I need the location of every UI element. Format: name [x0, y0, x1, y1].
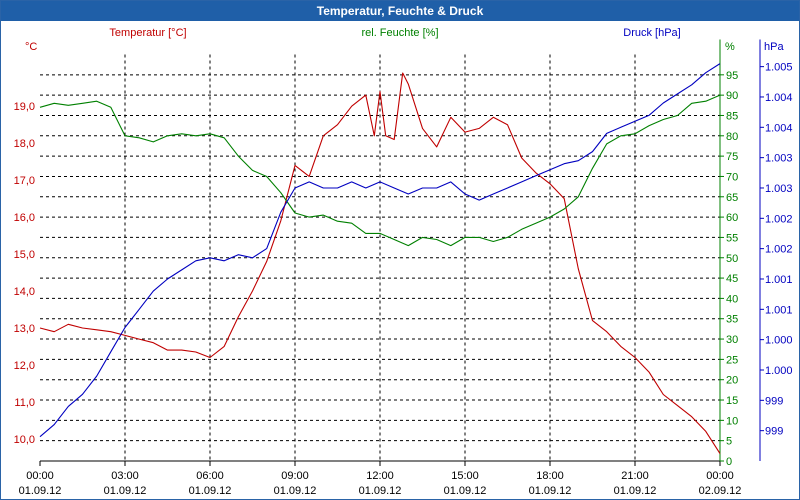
temperature-tick-label: 12,0: [14, 360, 35, 372]
humidity-tick-label: 25: [726, 354, 738, 366]
humidity-tick-label: 30: [726, 334, 738, 346]
humidity-tick-label: 40: [726, 293, 738, 305]
x-tick-date: 01.09.12: [274, 485, 317, 497]
x-tick-time: 18:00: [536, 470, 564, 482]
temperature-tick-label: 19,0: [14, 101, 35, 113]
temperature-tick-label: 16,0: [14, 212, 35, 224]
temperature-tick-label: 13,0: [14, 323, 35, 335]
pressure-tick-label: 1.004: [765, 92, 793, 104]
x-tick-time: 00:00: [26, 470, 54, 482]
pressure-unit-label: hPa: [764, 41, 784, 53]
humidity-tick-label: 90: [726, 90, 738, 102]
grid-lines: [40, 39, 761, 462]
pressure-series-label: Druck [hPa]: [623, 27, 680, 39]
x-tick-date: 01.09.12: [189, 485, 232, 497]
temperature-tick-label: 10,0: [14, 434, 35, 446]
pressure-tick-label: 1.001: [765, 274, 793, 286]
temperature-tick-label: 14,0: [14, 286, 35, 298]
x-tick-date: 01.09.12: [614, 485, 657, 497]
temperature-unit-label: °C: [25, 41, 37, 53]
x-tick-time: 21:00: [621, 470, 649, 482]
x-tick-time: 09:00: [281, 470, 309, 482]
pressure-tick-label: 1.002: [765, 213, 793, 225]
pressure-tick-label: 999: [765, 395, 783, 407]
humidity-tick-label: 45: [726, 273, 738, 285]
x-tick-time: 15:00: [451, 470, 479, 482]
humidity-tick-label: 75: [726, 151, 738, 163]
pressure-tick-label: 1.003: [765, 183, 793, 195]
x-tick-time: 06:00: [196, 470, 224, 482]
x-tick-date: 01.09.12: [19, 485, 62, 497]
humidity-tick-label: 70: [726, 171, 738, 183]
humidity-tick-label: 65: [726, 192, 738, 204]
humidity-tick-label: 5: [726, 436, 732, 448]
humidity-tick-label: 10: [726, 415, 738, 427]
temperature-tick-label: 11,0: [14, 397, 35, 409]
humidity-tick-label: 0: [726, 456, 732, 468]
humidity-tick-label: 20: [726, 375, 738, 387]
humidity-unit-label: %: [725, 41, 735, 53]
x-tick-date: 02.09.12: [699, 485, 742, 497]
pressure-tick-label: 1.000: [765, 365, 793, 377]
pressure-line: [39, 63, 721, 438]
x-tick-time: 03:00: [111, 470, 139, 482]
humidity-tick-label: 60: [726, 212, 738, 224]
humidity-tick-label: 85: [726, 110, 738, 122]
pressure-tick-label: 1.001: [765, 304, 793, 316]
x-tick-date: 01.09.12: [444, 485, 487, 497]
humidity-tick-label: 95: [726, 70, 738, 82]
x-tick-time: 00:00: [706, 470, 734, 482]
x-tick-date: 01.09.12: [529, 485, 572, 497]
humidity-line: [39, 94, 721, 247]
x-tick-date: 01.09.12: [359, 485, 402, 497]
pressure-tick-label: 1.003: [765, 153, 793, 165]
temperature-tick-label: 17,0: [14, 175, 35, 187]
temperature-line: [39, 72, 721, 454]
x-tick-time: 12:00: [366, 470, 394, 482]
pressure-tick-label: 1.004: [765, 122, 793, 134]
temperature-tick-label: 15,0: [14, 249, 35, 261]
humidity-tick-label: 15: [726, 395, 738, 407]
pressure-tick-label: 1.002: [765, 244, 793, 256]
humidity-tick-label: 80: [726, 131, 738, 143]
pressure-tick-label: 1.005: [765, 62, 793, 74]
humidity-tick-label: 35: [726, 314, 738, 326]
axis-labels: °C Temperatur [°C] rel. Feuchte [%] % Dr…: [14, 27, 793, 497]
temperature-series-label: Temperatur [°C]: [109, 27, 186, 39]
humidity-tick-label: 50: [726, 253, 738, 265]
temperature-tick-label: 18,0: [14, 138, 35, 150]
humidity-tick-label: 55: [726, 232, 738, 244]
x-tick-date: 01.09.12: [104, 485, 147, 497]
pressure-tick-label: 999: [765, 426, 783, 438]
humidity-series-label: rel. Feuchte [%]: [361, 27, 438, 39]
series-lines: [39, 63, 721, 454]
pressure-tick-label: 1.000: [765, 335, 793, 347]
chart-title: Temperatur, Feuchte & Druck: [1, 1, 799, 21]
